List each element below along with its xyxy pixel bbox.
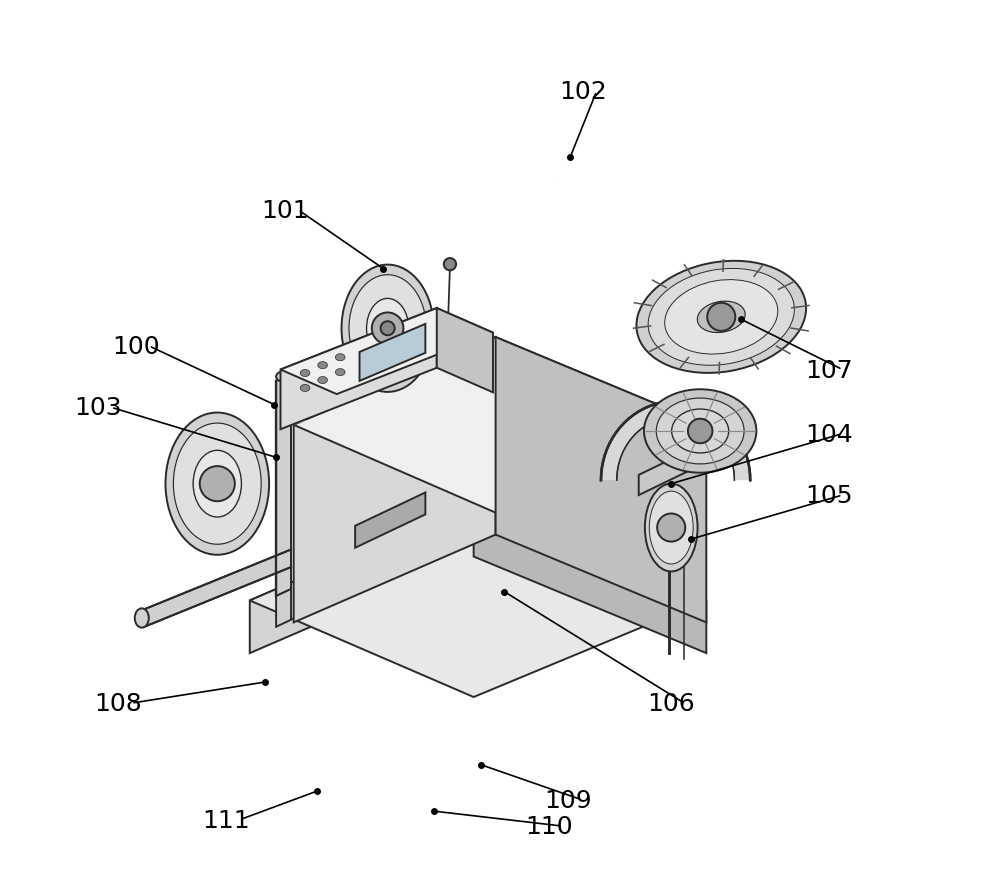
Ellipse shape: [318, 377, 327, 384]
Polygon shape: [496, 338, 706, 623]
Circle shape: [444, 259, 456, 271]
Ellipse shape: [173, 424, 261, 545]
Ellipse shape: [644, 389, 756, 474]
Polygon shape: [294, 412, 307, 425]
Text: 107: 107: [805, 358, 853, 382]
Polygon shape: [276, 589, 291, 627]
Text: 110: 110: [525, 814, 573, 838]
Ellipse shape: [300, 385, 310, 392]
Text: 109: 109: [545, 788, 592, 812]
Polygon shape: [250, 504, 474, 653]
Polygon shape: [474, 504, 706, 653]
Ellipse shape: [135, 609, 149, 628]
Ellipse shape: [335, 369, 345, 376]
Ellipse shape: [656, 398, 744, 465]
Text: 105: 105: [806, 483, 853, 508]
Ellipse shape: [349, 275, 426, 382]
Circle shape: [381, 322, 395, 336]
Ellipse shape: [672, 410, 729, 453]
Circle shape: [707, 303, 735, 332]
Ellipse shape: [342, 266, 434, 393]
Ellipse shape: [367, 299, 409, 359]
Text: 106: 106: [647, 691, 695, 716]
Text: 111: 111: [202, 808, 250, 832]
Polygon shape: [294, 338, 706, 513]
Ellipse shape: [636, 261, 806, 374]
Text: 103: 103: [74, 396, 122, 420]
Ellipse shape: [665, 281, 778, 354]
Polygon shape: [355, 493, 425, 548]
Circle shape: [657, 514, 685, 542]
Circle shape: [688, 419, 712, 444]
Circle shape: [372, 313, 403, 345]
Polygon shape: [144, 550, 291, 627]
Ellipse shape: [645, 484, 698, 572]
Ellipse shape: [649, 491, 693, 565]
Polygon shape: [601, 402, 750, 481]
Text: 104: 104: [805, 422, 853, 446]
Ellipse shape: [165, 413, 269, 555]
Polygon shape: [294, 338, 496, 623]
Polygon shape: [639, 449, 693, 496]
Polygon shape: [250, 504, 706, 697]
Ellipse shape: [335, 354, 345, 361]
Polygon shape: [360, 324, 425, 381]
Polygon shape: [276, 374, 291, 596]
Polygon shape: [281, 309, 437, 430]
Polygon shape: [281, 309, 493, 395]
Ellipse shape: [648, 269, 794, 366]
Ellipse shape: [300, 370, 310, 377]
Ellipse shape: [276, 372, 292, 382]
Text: 108: 108: [94, 691, 142, 716]
Circle shape: [200, 467, 235, 502]
Text: 100: 100: [112, 334, 159, 359]
Ellipse shape: [193, 451, 241, 517]
Text: 101: 101: [261, 198, 309, 223]
Ellipse shape: [697, 302, 745, 333]
Ellipse shape: [318, 362, 327, 369]
Polygon shape: [437, 309, 493, 393]
Text: 102: 102: [560, 80, 607, 104]
